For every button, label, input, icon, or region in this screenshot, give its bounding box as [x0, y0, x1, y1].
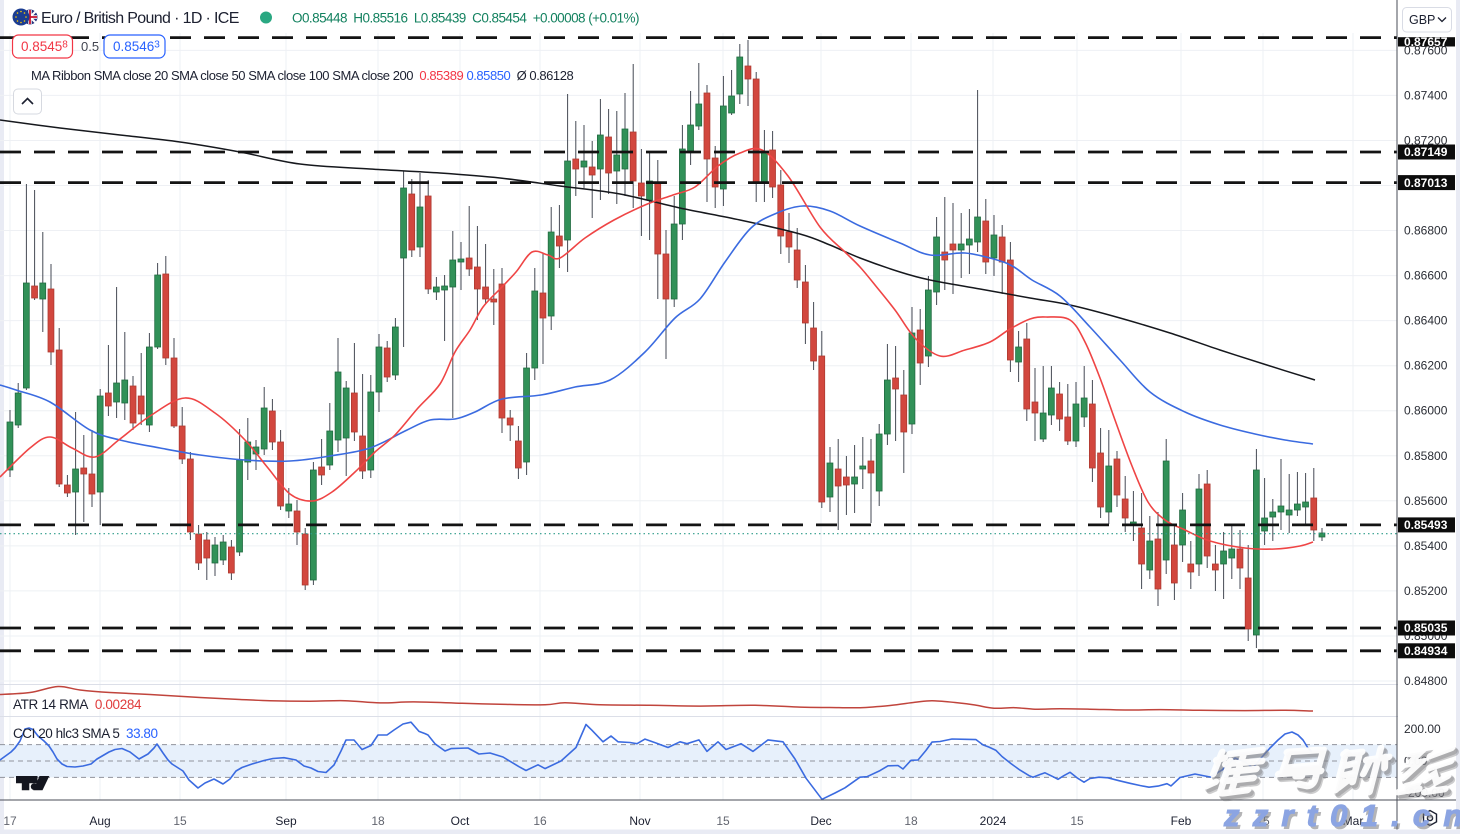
svg-text:0.5: 0.5	[81, 39, 99, 54]
svg-text:ATR 14 RMA 0.00284: ATR 14 RMA 0.00284	[13, 697, 142, 712]
svg-text:zzrt01.cn: zzrt01.cn	[1223, 798, 1460, 833]
svg-text:0.86800: 0.86800	[1404, 224, 1448, 238]
svg-text:0.87013: 0.87013	[1404, 176, 1448, 190]
svg-text:18: 18	[904, 814, 918, 828]
svg-text:Dec: Dec	[810, 814, 831, 828]
svg-text:Aug: Aug	[89, 814, 110, 828]
svg-text:0.86200: 0.86200	[1404, 359, 1448, 373]
svg-text:15: 15	[716, 814, 730, 828]
svg-text:0.86400: 0.86400	[1404, 314, 1448, 328]
svg-text:0.86600: 0.86600	[1404, 269, 1448, 283]
svg-text:0.85035: 0.85035	[1404, 621, 1448, 635]
svg-text:15: 15	[173, 814, 187, 828]
svg-text:0.86000: 0.86000	[1404, 404, 1448, 418]
svg-text:Oct: Oct	[451, 814, 470, 828]
svg-text:Feb: Feb	[1171, 814, 1192, 828]
svg-text:0.84934: 0.84934	[1404, 644, 1448, 658]
svg-text:0.85800: 0.85800	[1404, 449, 1448, 463]
svg-text:16: 16	[533, 814, 547, 828]
svg-text:Nov: Nov	[629, 814, 650, 828]
svg-text:0.84800: 0.84800	[1404, 674, 1448, 688]
svg-text:0.85458: 0.85458	[21, 39, 68, 54]
svg-text:15: 15	[1070, 814, 1084, 828]
svg-text:0.87400: 0.87400	[1404, 88, 1448, 102]
svg-text:Euro / British Pound · 1D · IC: Euro / British Pound · 1D · ICE	[41, 10, 239, 27]
svg-text:18: 18	[371, 814, 385, 828]
svg-text:0.85400: 0.85400	[1404, 539, 1448, 553]
svg-text:Sep: Sep	[275, 814, 297, 828]
svg-text:MA Ribbon SMA close 20 SMA clo: MA Ribbon SMA close 20 SMA close 50 SMA …	[31, 68, 573, 83]
svg-text:2024: 2024	[980, 814, 1007, 828]
svg-text:17: 17	[3, 814, 17, 828]
svg-text:0.85200: 0.85200	[1404, 584, 1448, 598]
svg-text:CCI 20 hlc3 SMA 5 33.80: CCI 20 hlc3 SMA 5 33.80	[13, 726, 158, 741]
svg-text:0.85463: 0.85463	[113, 39, 160, 54]
svg-text:GBP: GBP	[1409, 13, 1435, 27]
svg-text:0.87149: 0.87149	[1404, 145, 1448, 159]
svg-text:200.00: 200.00	[1404, 722, 1441, 736]
svg-text:0.85493: 0.85493	[1404, 518, 1448, 532]
svg-text:O0.85448 H0.85516 L0.85439: O0.85448 H0.85516 L0.85439 C0.85454 +0.0…	[292, 11, 639, 26]
svg-text:0.85600: 0.85600	[1404, 494, 1448, 508]
